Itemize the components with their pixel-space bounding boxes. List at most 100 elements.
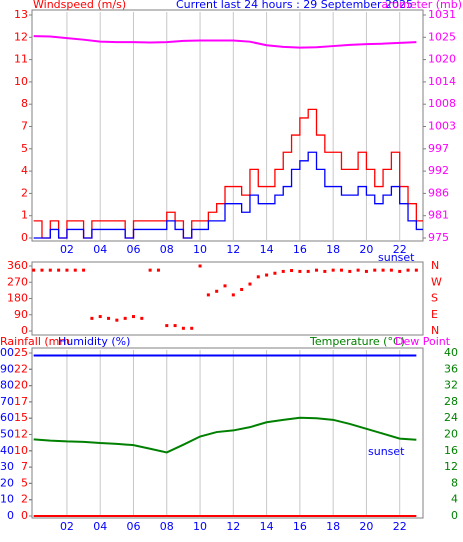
direction-dot xyxy=(40,268,44,272)
y-tick-label: 90 xyxy=(14,308,28,321)
sunset-label: sunset xyxy=(368,445,405,458)
y-tick-label: 360 xyxy=(7,259,28,272)
y-tick-label: 2 xyxy=(21,186,28,199)
x-tick-label: 08 xyxy=(160,520,174,533)
direction-dot xyxy=(32,268,36,272)
x-tick-label: 14 xyxy=(260,243,274,256)
sunset-label: sunset xyxy=(378,251,415,264)
y2-tick-label: 1003 xyxy=(428,120,456,133)
y-tick-label: 180 xyxy=(7,292,28,305)
y2-tick-label: 36 xyxy=(444,362,458,375)
humidity-tick-label: 50 xyxy=(0,428,14,441)
rain-tick-label: 10 xyxy=(14,444,28,457)
y-tick-label: 11 xyxy=(14,53,28,66)
x-tick-label: 14 xyxy=(260,520,274,533)
direction-dot xyxy=(215,289,219,293)
direction-dot xyxy=(323,269,327,273)
x-tick-label: 02 xyxy=(60,520,74,533)
temperature-frame xyxy=(31,347,424,519)
direction-dot xyxy=(265,273,269,277)
direction-dot xyxy=(65,268,69,272)
direction-dot xyxy=(298,269,302,273)
direction-dot xyxy=(256,275,260,279)
y2-tick-label: 4 xyxy=(451,493,458,506)
x-tick-label: 04 xyxy=(93,243,107,256)
direction-dot xyxy=(123,316,127,320)
direction-dot xyxy=(339,268,343,272)
y-tick-label: 7 xyxy=(21,120,28,133)
rain-tick-label: 20 xyxy=(14,379,28,392)
direction-dot xyxy=(82,268,86,272)
humidity-tick-label: 70 xyxy=(0,395,14,408)
wind-frame xyxy=(31,9,424,242)
direction-dot xyxy=(373,268,377,272)
x-tick-label: 06 xyxy=(126,243,140,256)
y2-tick-label: 20 xyxy=(444,428,458,441)
series-line xyxy=(33,151,423,239)
direction-dot xyxy=(173,324,177,328)
direction-dot xyxy=(364,269,368,273)
direction-dot xyxy=(148,268,152,272)
direction-dot xyxy=(48,268,52,272)
direction-dot xyxy=(190,326,194,330)
x-tick-label: 20 xyxy=(359,520,373,533)
y2-tick-label: 1014 xyxy=(428,75,456,88)
x-tick-label: 08 xyxy=(160,243,174,256)
x-tick-label: 06 xyxy=(126,520,140,533)
direction-dot xyxy=(98,315,102,319)
y2-tick-label: 975 xyxy=(428,231,449,244)
direction-dot xyxy=(315,268,319,272)
direction-dot xyxy=(306,269,310,273)
direction-dot xyxy=(381,268,385,272)
y-tick-label: 12 xyxy=(14,30,28,43)
direction-dot xyxy=(198,264,202,268)
humidity-tick-label: 30 xyxy=(0,460,14,473)
y2-tick-label: 981 xyxy=(428,209,449,222)
x-tick-label: 12 xyxy=(226,520,240,533)
y-tick-label: 4 xyxy=(21,164,28,177)
rain-tick-label: 25 xyxy=(14,346,28,359)
direction-dot xyxy=(356,268,360,272)
y2-tick-label: 24 xyxy=(444,411,458,424)
x-tick-label: 16 xyxy=(293,520,307,533)
y-tick-label: 0 xyxy=(21,231,28,244)
humidity-tick-label: 80 xyxy=(0,379,14,392)
humidity-tick-label: 100 xyxy=(0,346,14,359)
wind-label: Windspeed (m/s) xyxy=(33,0,126,11)
direction-dot xyxy=(115,318,119,322)
rain-tick-label: 7 xyxy=(21,460,28,473)
rain-tick-label: 12 xyxy=(14,428,28,441)
direction-dot xyxy=(273,271,277,275)
direction-dot xyxy=(240,287,244,291)
humidity-tick-label: 90 xyxy=(0,362,14,375)
series-line xyxy=(33,35,417,49)
y2-tick-label: 0 xyxy=(451,509,458,522)
direction-dot xyxy=(398,269,402,273)
y2-tick-label: N xyxy=(431,324,439,337)
y2-tick-label: 986 xyxy=(428,186,449,199)
direction-dot xyxy=(389,268,393,272)
series-line xyxy=(33,108,423,239)
y2-tick-label: 1020 xyxy=(428,53,456,66)
y2-tick-label: 16 xyxy=(444,444,458,457)
direction-dot xyxy=(231,293,235,297)
x-tick-label: 18 xyxy=(326,520,340,533)
x-tick-label: 18 xyxy=(326,243,340,256)
rain-tick-label: 2 xyxy=(21,493,28,506)
x-tick-label: 20 xyxy=(359,243,373,256)
y2-tick-label: E xyxy=(431,308,438,321)
direction-dot xyxy=(90,316,94,320)
x-tick-label: 02 xyxy=(60,243,74,256)
direction-dot xyxy=(414,268,418,272)
direction-dot xyxy=(131,315,135,319)
y-tick-label: 5 xyxy=(21,142,28,155)
y2-tick-label: 12 xyxy=(444,460,458,473)
direction-dot xyxy=(181,326,185,330)
direction-dot xyxy=(57,268,61,272)
direction-dot xyxy=(281,269,285,273)
humidity-tick-label: 40 xyxy=(0,444,14,457)
temperature-label: Temperature (°C) xyxy=(309,335,405,348)
y2-tick-label: 1025 xyxy=(428,30,456,43)
x-tick-label: 22 xyxy=(393,243,407,256)
